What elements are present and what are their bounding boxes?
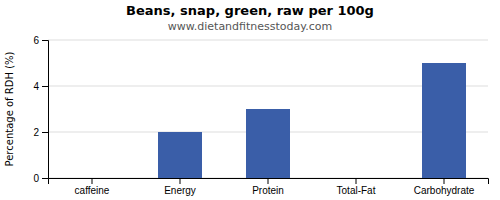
bar <box>158 132 202 178</box>
y-label: Percentage of RDH (%) <box>4 51 15 166</box>
tick: Total-Fat <box>337 178 376 196</box>
plot: 0 2 4 6 caffeine Energy Protein Total-Fat Carboh… <box>33 35 488 196</box>
tick-mark <box>42 178 48 179</box>
tick-label: caffeine <box>75 185 110 196</box>
tick: 4 <box>33 81 48 92</box>
tick-mark <box>42 86 48 87</box>
tick-label: Protein <box>252 185 284 196</box>
tick-mark <box>444 178 445 184</box>
axis-line <box>42 41 49 179</box>
subtitle: www.dietandfitnesstoday.com <box>168 20 332 33</box>
grid-line <box>48 40 488 41</box>
tick-label: Carbohydrate <box>414 185 475 196</box>
bar <box>422 63 466 178</box>
tick: 0 <box>33 173 48 184</box>
tick-mark <box>268 178 269 184</box>
tick-mark <box>92 178 93 184</box>
tick: Carbohydrate <box>414 178 475 196</box>
tick-mark <box>42 40 48 41</box>
tick-label: 6 <box>33 35 39 46</box>
title: Beans, snap, green, raw per 100g <box>126 3 374 18</box>
tick-mark <box>42 132 48 133</box>
y-axis: 0 2 4 6 <box>33 35 48 184</box>
chart: Beans, snap, green, raw per 100g www.diet… <box>0 0 500 200</box>
bar <box>334 178 378 179</box>
x-axis: caffeine Energy Protein Total-Fat Carbohydra… <box>49 178 489 196</box>
tick-label: 2 <box>33 127 39 138</box>
tick: Protein <box>252 178 284 196</box>
tick-label: 4 <box>33 81 39 92</box>
tick: Energy <box>164 178 196 196</box>
bar <box>70 178 114 179</box>
tick-label: Total-Fat <box>337 185 376 196</box>
grid <box>48 40 488 178</box>
tick: caffeine <box>75 178 110 196</box>
bar <box>246 109 290 178</box>
tick-label: Energy <box>164 185 196 196</box>
tick-mark <box>180 178 181 184</box>
tick: 2 <box>33 127 48 138</box>
axis-line <box>49 179 489 185</box>
bars <box>158 63 466 178</box>
tick: 6 <box>33 35 48 46</box>
tick-mark <box>356 178 357 184</box>
tick-label: 0 <box>33 173 39 184</box>
